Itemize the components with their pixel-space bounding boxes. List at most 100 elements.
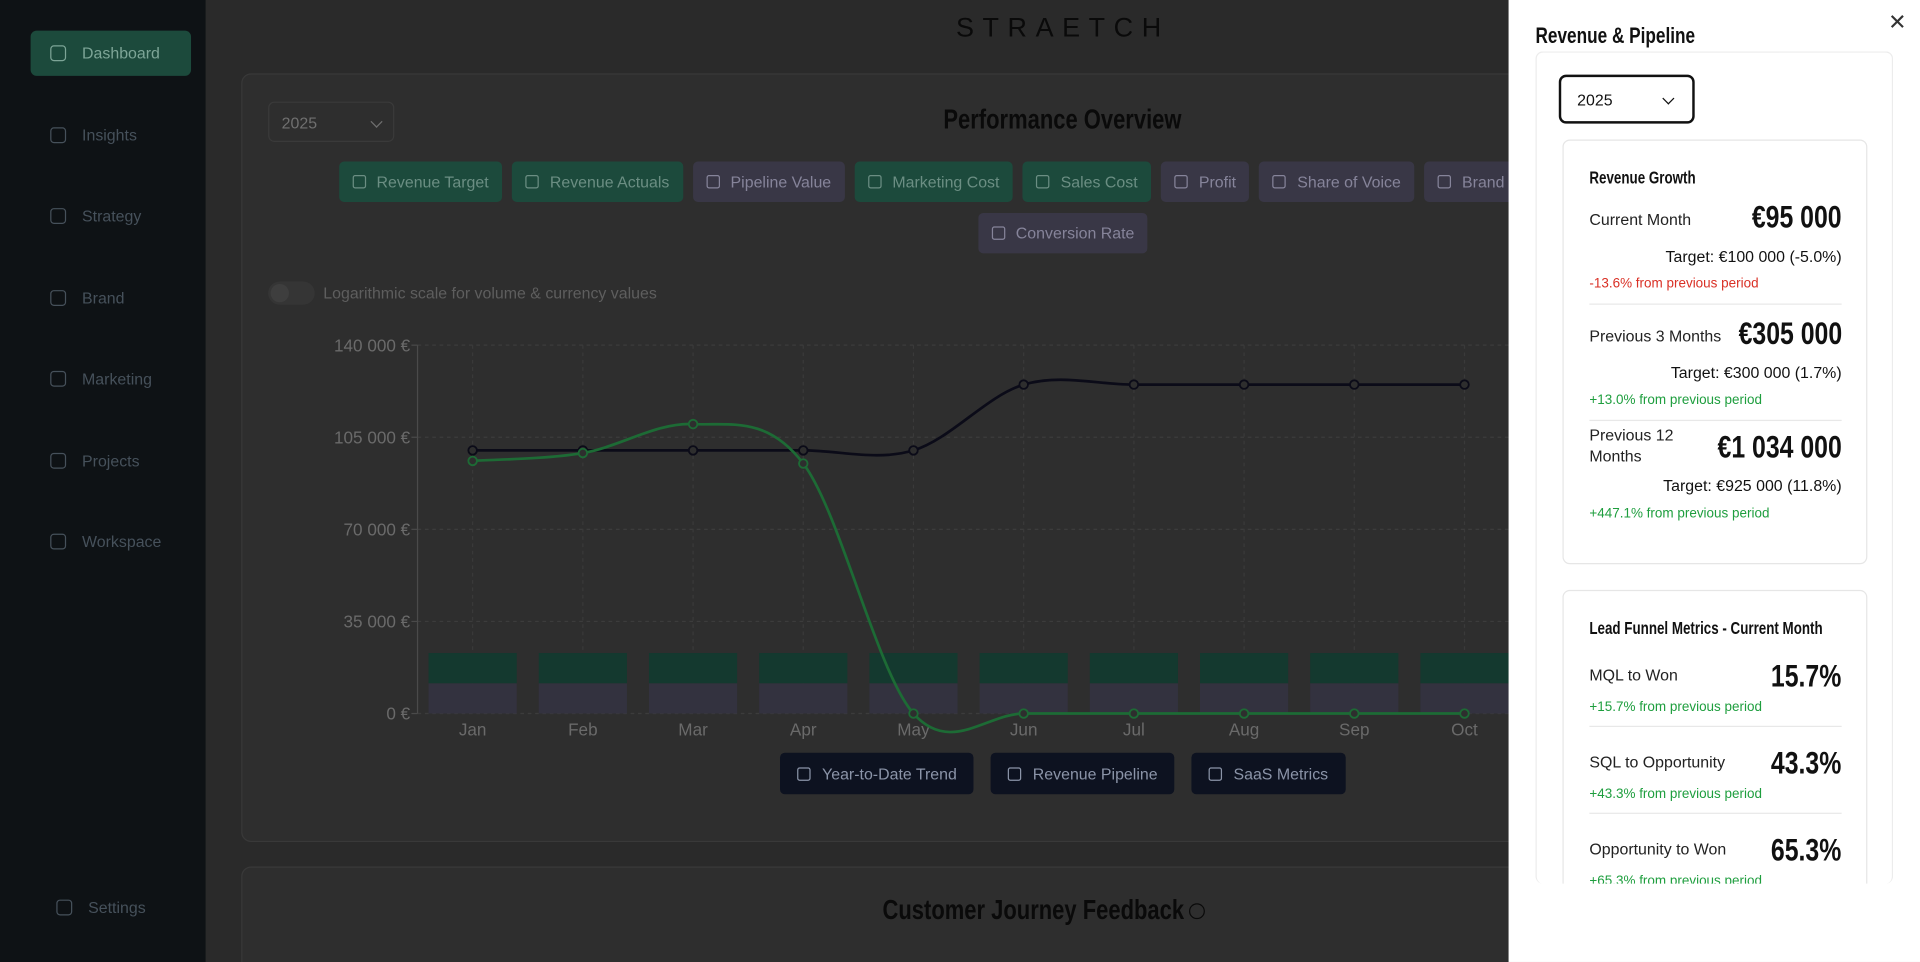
nav-item[interactable]: Brand [31,275,191,320]
button-label: Share of Voice [1297,172,1401,191]
point [467,445,478,456]
point [1349,708,1360,719]
y-tick-label: 140 000 € [334,335,411,355]
nav-label: Workspace [82,532,162,551]
metric-button[interactable]: Pipeline Value [692,161,845,202]
button-label: Pipeline Value [730,172,832,191]
button-icon [1208,766,1223,781]
separator [1589,812,1842,814]
point [1128,379,1140,390]
metric-label: MQL to Won [1589,665,1678,685]
button-icon [1036,175,1050,189]
nav-icon [50,533,67,550]
panel-title: Revenue & Pipeline [1535,23,1696,48]
nav-item[interactable]: Dashboard [30,30,192,76]
y-tick-label: 0 € [386,704,410,724]
x-tick-label: May [897,720,930,740]
button-icon [867,175,882,189]
point [1459,379,1470,390]
nav-label: Brand [82,288,125,308]
bar [1200,653,1289,684]
nav-icon [50,370,67,387]
metric-value: 65.3% [1771,831,1842,868]
y-tick-label: 105 000 € [334,427,411,447]
x-tick-label: Jan [459,720,487,740]
nav-label: Marketing [82,369,152,388]
button-icon [1174,175,1188,189]
metric-label: Previous 12 Months [1589,425,1674,466]
line [472,378,1465,457]
overview-title: Performance Overview [943,102,1182,135]
metric-target: Target: €925 000 (11.8%) [1663,476,1842,495]
side-panel: ✕ Revenue & Pipeline 2025 Revenue Growth… [1508,0,1920,962]
metric-button[interactable]: Revenue Actuals [511,161,683,202]
nav-item[interactable]: Projects [31,438,191,483]
line [472,422,1465,734]
button-label: Revenue Pipeline [1032,764,1158,783]
button-icon [352,175,366,189]
button-label: Profit [1198,172,1237,191]
point [798,458,809,469]
metric-button[interactable]: Profit [1160,161,1250,202]
view-button[interactable]: Revenue Pipeline [991,752,1175,795]
separator [1589,303,1842,305]
bar [648,683,738,714]
view-button[interactable]: SaaS Metrics [1191,752,1346,795]
x-tick-label: Sep [1339,720,1369,740]
point [798,445,809,456]
x-tick-label: Jul [1123,720,1145,740]
metric-change: +43.3% from previous period [1589,786,1762,802]
revenue-growth-card: Revenue Growth Current Month €95 000 Target… [1562,139,1868,565]
point [1459,708,1470,719]
panel-year-select[interactable]: 2025 [1558,74,1695,124]
button-label: SaaS Metrics [1233,764,1329,783]
log-toggle[interactable] [268,281,315,305]
x-tick-label: Feb [568,720,598,740]
nav-item[interactable]: Workspace [31,519,191,564]
info-icon[interactable] [1188,903,1205,920]
button-icon [1008,766,1022,781]
metric-target: Target: €300 000 (1.7%) [1670,363,1842,382]
metric-change: -13.6% from previous period [1589,276,1759,292]
logo[interactable]: STRAETCH [955,12,1170,43]
metric-button[interactable]: Conversion Rate [977,212,1148,254]
point [1238,708,1250,719]
metric-button[interactable]: Sales Cost [1022,161,1152,202]
button-label: Marketing Cost [892,172,1000,191]
metric-button[interactable]: Share of Voice [1259,161,1415,202]
button-label: Revenue Actuals [549,172,670,191]
nav-icon [56,899,73,916]
feedback-title-box: Customer Journey Feedback [666,893,1401,926]
nav-item[interactable]: Insights [31,113,191,158]
metric-label: Opportunity to Won [1589,839,1727,858]
metric-target: Target: €100 000 (-5.0%) [1665,247,1842,266]
metric-label: Previous 3 Months [1589,326,1722,346]
point [1018,708,1029,719]
close-button[interactable]: ✕ [1888,9,1907,35]
nav-item[interactable]: Settings [37,885,197,930]
metric-button[interactable]: Marketing Cost [854,161,1013,202]
metric-change: +13.0% from previous period [1589,392,1762,408]
metric-button[interactable]: Revenue Target [338,161,503,202]
nav-icon [50,127,67,144]
year-select[interactable]: 2025 [268,101,395,142]
metric-value: €1 034 000 [1717,428,1842,466]
nav-item[interactable]: Marketing [31,356,191,401]
panel-content: 2025 Revenue Growth Current Month €95 000 T… [1535,51,1894,884]
metric-change: +65.3% from previous period [1589,873,1762,884]
x-tick-label: Mar [678,720,708,740]
nav-label: Strategy [82,206,142,226]
point [687,445,699,456]
nav-icon [50,452,67,469]
view-button[interactable]: Year-to-Date Trend [780,752,975,795]
y-tick-label: 35 000 € [344,612,411,632]
point [908,708,919,719]
nav-label: Settings [88,898,146,917]
nav-item[interactable]: Strategy [31,193,191,238]
bar [538,653,627,684]
nav-icon [50,45,67,62]
